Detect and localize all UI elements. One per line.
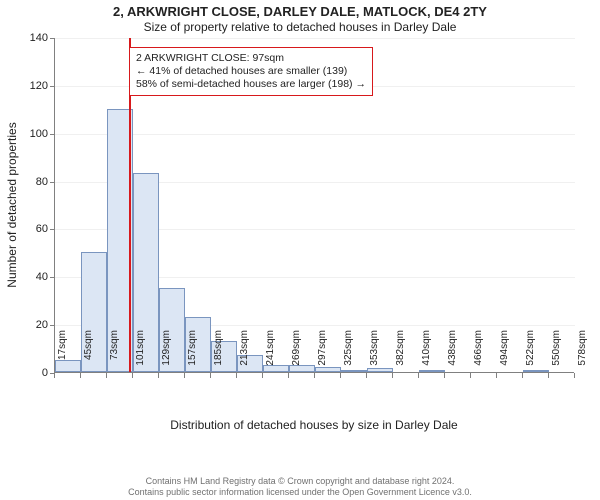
x-tick-label: 73sqm: [109, 330, 120, 378]
y-tick-label: 100: [30, 128, 48, 140]
x-tick-label: 101sqm: [135, 330, 146, 378]
x-tick-mark: [366, 373, 367, 378]
y-tick-label: 0: [42, 367, 48, 379]
footer-attribution: Contains HM Land Registry data © Crown c…: [0, 476, 600, 498]
x-tick-mark: [80, 373, 81, 378]
x-tick-label: 522sqm: [525, 330, 536, 378]
x-tick-label: 382sqm: [395, 330, 406, 378]
x-tick-label: 269sqm: [291, 330, 302, 378]
chart-title-address: 2, ARKWRIGHT CLOSE, DARLEY DALE, MATLOCK…: [0, 4, 600, 19]
footer-line1: Contains HM Land Registry data © Crown c…: [0, 476, 600, 487]
x-tick-mark: [262, 373, 263, 378]
y-tick-label: 120: [30, 80, 48, 92]
y-tick-mark: [50, 86, 55, 87]
chart-title-block: 2, ARKWRIGHT CLOSE, DARLEY DALE, MATLOCK…: [0, 0, 600, 34]
gridline: [55, 134, 575, 135]
annotation-line3: 58% of semi-detached houses are larger (…: [136, 78, 366, 91]
x-tick-label: 297sqm: [317, 330, 328, 378]
x-tick-label: 157sqm: [187, 330, 198, 378]
y-axis-label: Number of detached properties: [5, 122, 19, 287]
x-tick-label: 213sqm: [239, 330, 250, 378]
x-tick-mark: [54, 373, 55, 378]
x-tick-label: 550sqm: [551, 330, 562, 378]
x-tick-mark: [548, 373, 549, 378]
y-tick-mark: [50, 38, 55, 39]
x-tick-mark: [236, 373, 237, 378]
x-tick-mark: [522, 373, 523, 378]
x-tick-label: 353sqm: [369, 330, 380, 378]
y-tick-mark: [50, 277, 55, 278]
x-tick-label: 17sqm: [57, 330, 68, 378]
x-tick-mark: [210, 373, 211, 378]
y-tick-label: 20: [36, 319, 48, 331]
x-tick-label: 578sqm: [577, 330, 588, 378]
x-tick-mark: [106, 373, 107, 378]
x-tick-mark: [574, 373, 575, 378]
annotation-callout: 2 ARKWRIGHT CLOSE: 97sqm ← 41% of detach…: [129, 47, 373, 96]
x-tick-label: 45sqm: [83, 330, 94, 378]
gridline: [55, 38, 575, 39]
x-tick-mark: [444, 373, 445, 378]
plot-container: Number of detached properties Distributi…: [54, 38, 574, 413]
x-tick-mark: [340, 373, 341, 378]
annotation-line2: ← 41% of detached houses are smaller (13…: [136, 65, 366, 78]
x-tick-mark: [132, 373, 133, 378]
y-tick-mark: [50, 182, 55, 183]
x-tick-label: 325sqm: [343, 330, 354, 378]
x-tick-mark: [470, 373, 471, 378]
y-tick-label: 140: [30, 32, 48, 44]
x-tick-label: 185sqm: [213, 330, 224, 378]
chart-subtitle: Size of property relative to detached ho…: [0, 20, 600, 34]
footer-line2: Contains public sector information licen…: [0, 487, 600, 498]
y-tick-label: 40: [36, 271, 48, 283]
x-tick-label: 410sqm: [421, 330, 432, 378]
x-tick-mark: [418, 373, 419, 378]
x-tick-label: 438sqm: [447, 330, 458, 378]
x-tick-label: 129sqm: [161, 330, 172, 378]
x-tick-mark: [288, 373, 289, 378]
x-tick-label: 494sqm: [499, 330, 510, 378]
x-tick-mark: [158, 373, 159, 378]
x-tick-mark: [392, 373, 393, 378]
y-tick-label: 80: [36, 176, 48, 188]
x-tick-mark: [496, 373, 497, 378]
y-tick-label: 60: [36, 223, 48, 235]
x-tick-label: 466sqm: [473, 330, 484, 378]
y-tick-mark: [50, 134, 55, 135]
x-tick-mark: [314, 373, 315, 378]
x-axis-label: Distribution of detached houses by size …: [54, 418, 574, 432]
x-tick-mark: [184, 373, 185, 378]
y-tick-mark: [50, 325, 55, 326]
annotation-line1: 2 ARKWRIGHT CLOSE: 97sqm: [136, 52, 366, 65]
y-tick-mark: [50, 229, 55, 230]
x-tick-label: 241sqm: [265, 330, 276, 378]
